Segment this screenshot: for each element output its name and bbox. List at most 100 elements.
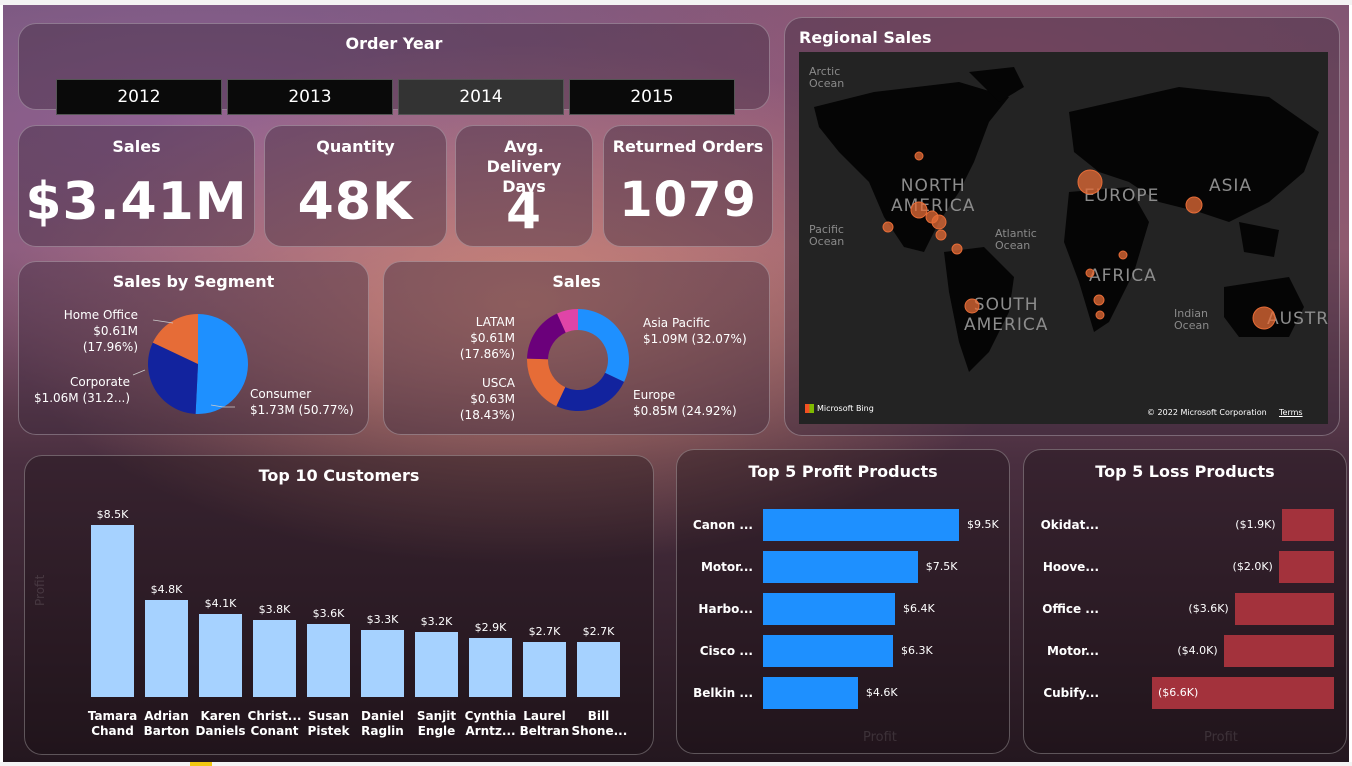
- map-label-south-america: SOUTH AMERICA: [964, 295, 1049, 335]
- customer-bar[interactable]: [91, 525, 134, 697]
- donut-slice-europe[interactable]: [556, 372, 625, 411]
- map-terms-link[interactable]: Terms: [1279, 408, 1303, 417]
- donut-slice-asia-pacific[interactable]: [578, 309, 629, 382]
- top-customers-axis-title: Profit: [33, 574, 47, 606]
- profit-product-name: Harbo...: [698, 602, 753, 616]
- year-button-2012[interactable]: 2012: [56, 79, 222, 115]
- map-label-africa: AFRICA: [1089, 266, 1157, 286]
- kpi-delivery-label: Avg. Delivery Days: [486, 137, 562, 196]
- customer-bar-label: $3.8K: [258, 603, 291, 617]
- donut-slice-other-4[interactable]: [557, 309, 578, 333]
- year-button-2015[interactable]: 2015: [569, 79, 735, 115]
- kpi-sales-value: $3.41M: [25, 172, 248, 232]
- customer-bar-label: $3.2K: [420, 615, 453, 629]
- sales-bubbles-layer: [882, 151, 1276, 330]
- segment-pie-chart[interactable]: [23, 295, 363, 425]
- customer-bar[interactable]: [307, 624, 350, 697]
- kpi-returned-card: Returned Orders 1079: [603, 125, 773, 247]
- segment-consumer-name: Consumer: [250, 387, 312, 401]
- segment-corporate-value: $1.06M (31.2...): [33, 391, 130, 405]
- loss-product-value: ($2.0K): [1232, 560, 1273, 573]
- loss-products-axis-label: Profit: [1204, 730, 1238, 745]
- donut-label-europe: Europe $0.85M (24.92%): [633, 387, 743, 419]
- customer-bar[interactable]: [523, 642, 566, 697]
- segment-home-office-value: $0.61M (17.96%): [82, 324, 138, 354]
- customer-bar[interactable]: [361, 630, 404, 697]
- microsoft-logo-icon: [805, 404, 814, 413]
- profit-product-value: $7.5K: [925, 560, 958, 573]
- customer-bar-label: $3.3K: [366, 613, 399, 627]
- profit-product-bar[interactable]: [763, 551, 918, 583]
- profit-product-value: $6.3K: [900, 644, 933, 657]
- segment-slice-corporate[interactable]: [148, 342, 198, 414]
- loss-product-bar[interactable]: [1281, 509, 1334, 541]
- order-year-card: Order Year 2012 2013 2014 2015: [18, 23, 770, 115]
- loss-product-bar[interactable]: [1152, 677, 1334, 709]
- donut-usca-name: USCA: [482, 376, 515, 390]
- active-page-tab[interactable]: [190, 762, 212, 766]
- map-label-pacific-ocean: Pacific Ocean: [809, 223, 845, 248]
- donut-europe-name: Europe: [633, 388, 676, 402]
- profit-product-name: Canon ...: [692, 518, 753, 532]
- kpi-quantity-card: Quantity 48K: [264, 125, 447, 247]
- profit-products-axis-label: Profit: [863, 730, 897, 745]
- profit-product-value: $4.6K: [865, 686, 898, 699]
- loss-product-bar[interactable]: [1278, 551, 1334, 583]
- segment-slice-home-office[interactable]: [152, 314, 198, 364]
- segment-label-home-office: Home Office $0.61M (17.96%): [38, 307, 138, 355]
- profit-product-name: Belkin ...: [693, 686, 753, 700]
- profit-product-value: $9.5K: [967, 518, 999, 531]
- kpi-sales-label: Sales: [112, 137, 161, 156]
- loss-product-value: ($1.9K): [1235, 518, 1276, 531]
- region-sales-title: Sales: [552, 272, 601, 291]
- year-button-2013[interactable]: 2013: [227, 79, 393, 115]
- customer-bar[interactable]: [415, 632, 458, 697]
- map-label-atlantic-ocean: Atlantic Ocean: [995, 227, 1037, 252]
- region-donut-chart[interactable]: [523, 305, 633, 415]
- donut-asia-pacific-name: Asia Pacific: [643, 316, 711, 330]
- loss-product-bar[interactable]: [1234, 593, 1334, 625]
- customer-bar-label: $8.5K: [96, 508, 129, 521]
- profit-product-bar[interactable]: [763, 635, 893, 667]
- customer-name: Christ... Conant: [247, 709, 302, 738]
- customer-bar[interactable]: [145, 599, 188, 697]
- loss-product-name: Hoove...: [1042, 560, 1099, 574]
- customer-bar-label: $2.7K: [582, 625, 615, 639]
- world-map[interactable]: Arctic Ocean Pacific Ocean Atlantic Ocea…: [799, 52, 1328, 424]
- loss-product-name: Okidat...: [1040, 518, 1099, 532]
- profit-product-bar[interactable]: [763, 593, 896, 625]
- donut-label-usca: USCA $0.63M (18.43%): [413, 375, 515, 423]
- donut-label-asia-pacific: Asia Pacific $1.09M (32.07%): [643, 315, 753, 347]
- donut-usca-value: $0.63M (18.43%): [459, 392, 515, 422]
- customer-bar[interactable]: [469, 638, 512, 697]
- loss-product-bar[interactable]: [1223, 635, 1334, 667]
- customer-bar[interactable]: [253, 620, 296, 697]
- map-label-indian-ocean: Indian Ocean: [1174, 307, 1210, 332]
- segment-consumer-value: $1.73M (50.77%): [250, 403, 354, 417]
- profit-product-name: Cisco ...: [699, 644, 753, 658]
- map-label-asia: ASIA: [1209, 176, 1253, 196]
- top-customers-title: Top 10 Customers: [258, 466, 420, 485]
- profit-product-value: $6.4K: [903, 602, 935, 615]
- donut-label-latam: LATAM $0.61M (17.86%): [413, 314, 515, 362]
- loss-product-name: Motor...: [1046, 644, 1099, 658]
- map-copyright: © 2022 Microsoft Corporation: [1147, 408, 1267, 417]
- customer-bar-label: $4.8K: [150, 582, 183, 596]
- profit-product-bar[interactable]: [763, 509, 959, 541]
- customer-bar[interactable]: [577, 642, 620, 697]
- customer-bar-label: $2.7K: [528, 625, 561, 639]
- kpi-quantity-label: Quantity: [316, 137, 395, 156]
- profit-product-name: Motor...: [700, 560, 753, 574]
- customer-name: Laurel Beltran: [519, 709, 570, 738]
- donut-latam-value: $0.61M (17.86%): [459, 331, 515, 361]
- kpi-returned-label: Returned Orders: [612, 137, 764, 156]
- map-label-arctic-ocean: Arctic Ocean: [809, 65, 845, 90]
- bottom-tab-strip: [0, 762, 1352, 766]
- donut-slice-usca[interactable]: [527, 358, 566, 407]
- segment-slice-consumer[interactable]: [195, 314, 248, 414]
- year-button-2014[interactable]: 2014: [398, 79, 564, 115]
- profit-product-bar[interactable]: [763, 677, 858, 709]
- loss-product-value: ($4.0K): [1177, 644, 1218, 657]
- donut-slice-latam[interactable]: [527, 313, 566, 360]
- customer-bar[interactable]: [199, 614, 242, 697]
